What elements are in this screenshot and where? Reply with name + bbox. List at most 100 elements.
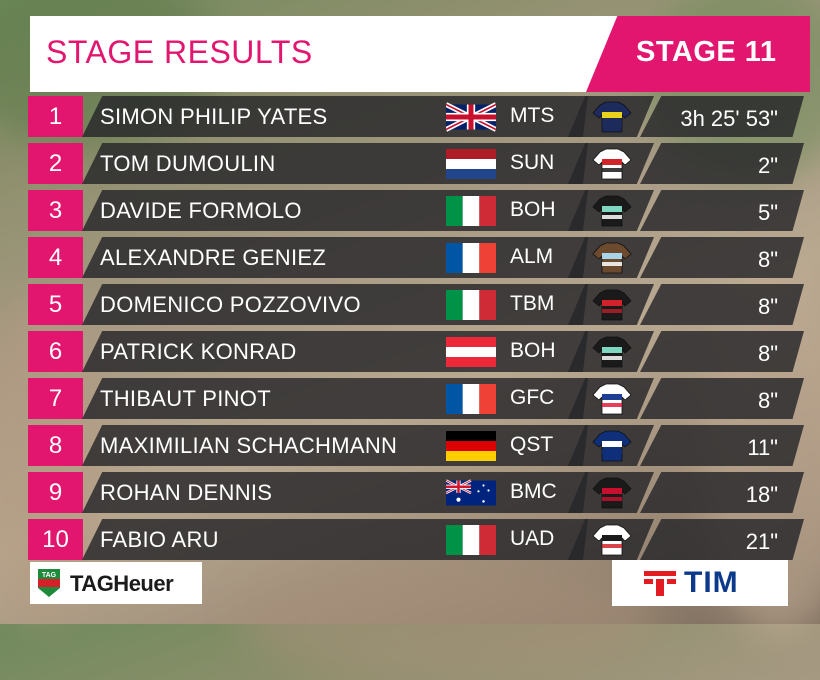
- rider-name: ALEXANDRE GENIEZ: [100, 245, 327, 270]
- result-row: 7 THIBAUT PINOT GFC 8": [28, 376, 804, 423]
- rider-bar: [82, 378, 588, 419]
- sun-jersey-icon: [592, 148, 632, 180]
- stage-label: STAGE 11: [636, 36, 777, 68]
- rank-number: 10: [42, 526, 69, 553]
- tag-heuer-brand: TAGHeuer: [70, 571, 174, 596]
- it-flag-icon: [446, 290, 496, 320]
- result-row: 2 TOM DUMOULIN SUN 2": [28, 141, 804, 188]
- result-row: 6 PATRICK KONRAD BOH 8": [28, 329, 804, 376]
- rider-bar: [82, 96, 588, 137]
- result-row: 1 SIMON PHILIP YATES MTS 3h 25' 53": [28, 94, 804, 141]
- team-code: BMC: [510, 480, 557, 503]
- fr-flag-icon: [446, 243, 496, 273]
- team-code: TBM: [510, 292, 555, 315]
- finish-time: 8": [757, 341, 778, 366]
- rank-number: 9: [48, 479, 63, 506]
- rank-box: 4: [28, 237, 83, 278]
- result-row: 5 DOMENICO POZZOVIVO TBM 8": [28, 282, 804, 329]
- rider-bar: [82, 237, 588, 278]
- rider-name: THIBAUT PINOT: [100, 386, 271, 411]
- time-bar: 2": [640, 143, 804, 184]
- team-code: SUN: [510, 151, 555, 174]
- stage-panel: STAGE 11: [586, 16, 810, 92]
- team-code: QST: [510, 433, 554, 456]
- team-code: ALM: [510, 245, 554, 268]
- rider-bar: [82, 190, 588, 231]
- results-header: STAGE RESULTS STAGE 11: [30, 16, 810, 92]
- fr-flag-icon: [446, 384, 496, 414]
- tim-brand: TIM: [684, 566, 739, 599]
- rider-name: ROHAN DENNIS: [100, 480, 273, 505]
- rank-box: 3: [28, 190, 83, 231]
- rank-number: 7: [48, 385, 63, 412]
- rider-bar: [82, 425, 588, 466]
- rank-box: 7: [28, 378, 83, 419]
- time-bar: 8": [640, 378, 804, 419]
- uad-jersey-icon: [592, 524, 632, 556]
- time-bar: 8": [640, 331, 804, 372]
- finish-time: 5": [757, 200, 778, 225]
- au-flag-icon: [446, 478, 496, 508]
- gb-flag-icon: [446, 102, 496, 132]
- rider-name: FABIO ARU: [100, 527, 219, 552]
- background-blur: [240, 560, 660, 680]
- team-code: UAD: [510, 527, 555, 550]
- result-row: 8 MAXIMILIAN SCHACHMANN QST 11": [28, 423, 804, 470]
- rider-bar: [82, 331, 588, 372]
- rider-name: DAVIDE FORMOLO: [100, 198, 302, 223]
- rank-box: 6: [28, 331, 83, 372]
- result-row: 9 ROHAN DENNIS BMC: [28, 470, 804, 517]
- rider-name: PATRICK KONRAD: [100, 339, 297, 364]
- rank-number: 6: [48, 338, 63, 365]
- tim-logo-icon: [644, 571, 676, 596]
- team-code: BOH: [510, 339, 556, 362]
- results-table: 1 SIMON PHILIP YATES MTS 3h 25' 53" 2 TO…: [28, 94, 804, 564]
- tag-heuer-shield-icon: TAG: [38, 569, 60, 597]
- rider-bar: [82, 519, 588, 560]
- time-bar: 5": [640, 190, 804, 231]
- finish-time: 11": [747, 435, 778, 460]
- rank-number: 1: [48, 103, 63, 130]
- alm-jersey-icon: [592, 242, 632, 274]
- time-bar: 8": [640, 284, 804, 325]
- rider-bar: [82, 143, 588, 184]
- rank-number: 8: [48, 432, 63, 459]
- finish-time: 2": [757, 153, 778, 178]
- result-row: 3 DAVIDE FORMOLO BOH 5": [28, 188, 804, 235]
- boh-jersey-icon: [592, 336, 632, 368]
- rider-bar: [82, 472, 588, 513]
- team-code: MTS: [510, 104, 555, 127]
- boh-jersey-icon: [592, 195, 632, 227]
- rank-box: 9: [28, 472, 83, 513]
- rank-box: 5: [28, 284, 83, 325]
- rank-box: 10: [28, 519, 83, 560]
- team-code: GFC: [510, 386, 555, 409]
- it-flag-icon: [446, 196, 496, 226]
- title-panel: STAGE RESULTS: [30, 16, 650, 92]
- finish-time: 8": [757, 247, 778, 272]
- rank-number: 5: [48, 291, 63, 318]
- rider-name: MAXIMILIAN SCHACHMANN: [100, 433, 398, 458]
- finish-time: 8": [757, 294, 778, 319]
- rank-box: 1: [28, 96, 83, 137]
- rider-name: SIMON PHILIP YATES: [100, 104, 328, 129]
- page-title: STAGE RESULTS: [46, 34, 313, 70]
- bmc-jersey-icon: [592, 477, 632, 509]
- finish-time: 21": [745, 529, 778, 554]
- finish-time: 3h 25' 53": [680, 106, 778, 131]
- result-row: 4 ALEXANDRE GENIEZ ALM 8": [28, 235, 804, 282]
- time-bar: 18": [640, 472, 804, 513]
- team-code: BOH: [510, 198, 556, 221]
- nl-flag-icon: [446, 149, 496, 179]
- rider-name: DOMENICO POZZOVIVO: [100, 292, 361, 317]
- gfc-jersey-icon: [592, 383, 632, 415]
- tbm-jersey-icon: [592, 289, 632, 321]
- rider-bar: [82, 284, 588, 325]
- rank-number: 2: [48, 150, 63, 177]
- rank-number: 3: [48, 197, 63, 224]
- time-bar: 8": [640, 237, 804, 278]
- qst-jersey-icon: [592, 430, 632, 462]
- time-bar: 3h 25' 53": [640, 96, 804, 137]
- mts-jersey-icon: [592, 101, 632, 133]
- rank-box: 2: [28, 143, 83, 184]
